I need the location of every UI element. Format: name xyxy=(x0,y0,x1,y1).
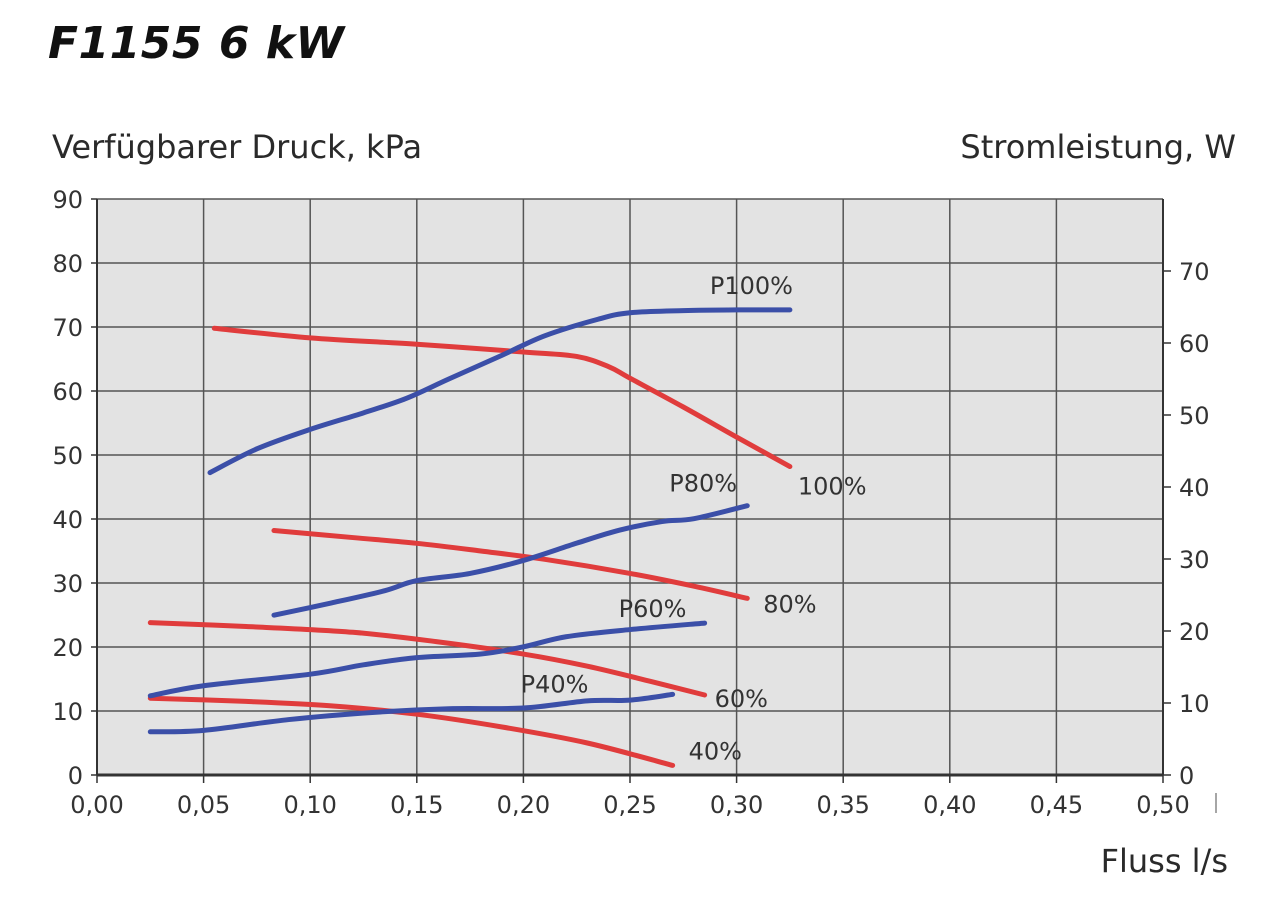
series-label-100pct: 100% xyxy=(798,473,867,501)
x-tick-label: 0,25 xyxy=(603,791,656,819)
x-tick-label: 0,00 xyxy=(70,791,123,819)
x-tick-label: 0,10 xyxy=(283,791,336,819)
x-tick-label: 0,15 xyxy=(390,791,443,819)
series-label-p60pct: P60% xyxy=(619,595,687,623)
y-tick-label-right: 50 xyxy=(1179,402,1210,430)
y-tick-label-left: 10 xyxy=(52,698,83,726)
y-tick-label-left: 0 xyxy=(68,762,83,790)
x-tick-label: 0,05 xyxy=(177,791,230,819)
y-tick-label-left: 40 xyxy=(52,506,83,534)
y-tick-label-left: 80 xyxy=(52,250,83,278)
x-tick-label: 0,35 xyxy=(816,791,869,819)
series-label-60pct: 60% xyxy=(715,685,768,713)
y-tick-label-left: 30 xyxy=(52,570,83,598)
y-tick-label-right: 10 xyxy=(1179,690,1210,718)
series-line-p100pct xyxy=(207,307,793,476)
series-line-p40pct xyxy=(147,691,676,735)
x-tick-label: 0,45 xyxy=(1030,791,1083,819)
chart-title: F1155 6 kW xyxy=(48,18,345,69)
y-tick-label-right: 70 xyxy=(1179,258,1210,286)
series-label-p100pct: P100% xyxy=(710,272,793,300)
series-line-p80pct xyxy=(271,503,750,618)
series-label-p40pct: P40% xyxy=(521,670,589,698)
y-axis-left-label: Verfügbarer Druck, kPa xyxy=(52,128,423,166)
x-axis-label: Fluss l/s xyxy=(1100,842,1228,880)
y-tick-label-left: 60 xyxy=(52,378,83,406)
series-line-p60pct xyxy=(147,620,708,699)
y-tick-label-right: 40 xyxy=(1179,474,1210,502)
y-tick-label-right: 30 xyxy=(1179,546,1210,574)
x-tick-label: 0,50 xyxy=(1136,791,1189,819)
series-line-40pct xyxy=(147,695,676,768)
y-tick-label-right: 20 xyxy=(1179,618,1210,646)
y-tick-label-left: 90 xyxy=(52,186,83,214)
y-axis-right-label: Stromleistung, W xyxy=(960,128,1236,166)
series-label-80pct: 80% xyxy=(763,590,816,618)
y-tick-label-left: 70 xyxy=(52,314,83,342)
x-tick-label: 0,20 xyxy=(497,791,550,819)
y-tick-label-left: 20 xyxy=(52,634,83,662)
series-line-100pct xyxy=(211,325,793,470)
y-tick-label-right: 60 xyxy=(1179,330,1210,358)
series-label-p80pct: P80% xyxy=(669,470,737,498)
y-tick-label-right: 0 xyxy=(1179,762,1194,790)
series-line-80pct xyxy=(271,528,750,601)
series-label-40pct: 40% xyxy=(689,737,742,765)
x-tick-label: 0,30 xyxy=(710,791,763,819)
series-line-60pct xyxy=(147,620,708,698)
x-tick-label: 0,40 xyxy=(923,791,976,819)
y-tick-label-left: 50 xyxy=(52,442,83,470)
